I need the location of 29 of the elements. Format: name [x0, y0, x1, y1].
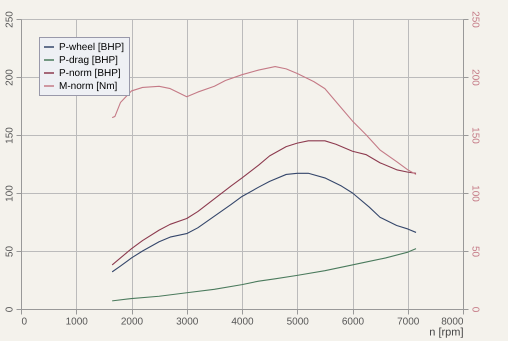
y-tick-label: 50	[4, 246, 16, 258]
x-tick-label: 3000	[176, 316, 199, 328]
y-tick-label: 100	[4, 184, 16, 202]
legend-label: P-drag [BHP]	[59, 55, 118, 66]
line-series	[112, 248, 417, 302]
x-axis-title: n [rpm]	[429, 326, 464, 338]
y-tick-label: 250	[4, 10, 16, 28]
x-tick-label: 1000	[66, 316, 88, 328]
x-tick-label: 4000	[231, 316, 254, 328]
y-tick-label: 200	[4, 68, 16, 86]
x-tick-label: 7000	[397, 316, 420, 328]
y2-tick-label: 100	[470, 185, 480, 202]
legend-label: P-wheel [BHP]	[59, 42, 124, 53]
line-series	[112, 140, 417, 266]
y-tick-label: 150	[4, 126, 16, 144]
legend-label: P-norm [BHP]	[59, 68, 121, 79]
y-tick-label: 0	[4, 306, 16, 312]
line-series	[112, 172, 417, 272]
y2-tick-label: 150	[470, 127, 480, 144]
x-tick-label: 8000	[441, 316, 464, 328]
x-tick-label: 6000	[342, 316, 365, 328]
y2-tick-label: 0	[470, 306, 480, 313]
y2-tick-label: 250	[470, 11, 480, 28]
x-tick-label: 5000	[286, 316, 310, 328]
x-tick-label: 2000	[120, 316, 144, 328]
y2-tick-label: 50	[470, 246, 480, 258]
y2-tick-label: 200	[470, 69, 480, 86]
x-tick-label: 0	[22, 316, 28, 328]
legend-label: M-norm [Nm]	[59, 81, 118, 92]
